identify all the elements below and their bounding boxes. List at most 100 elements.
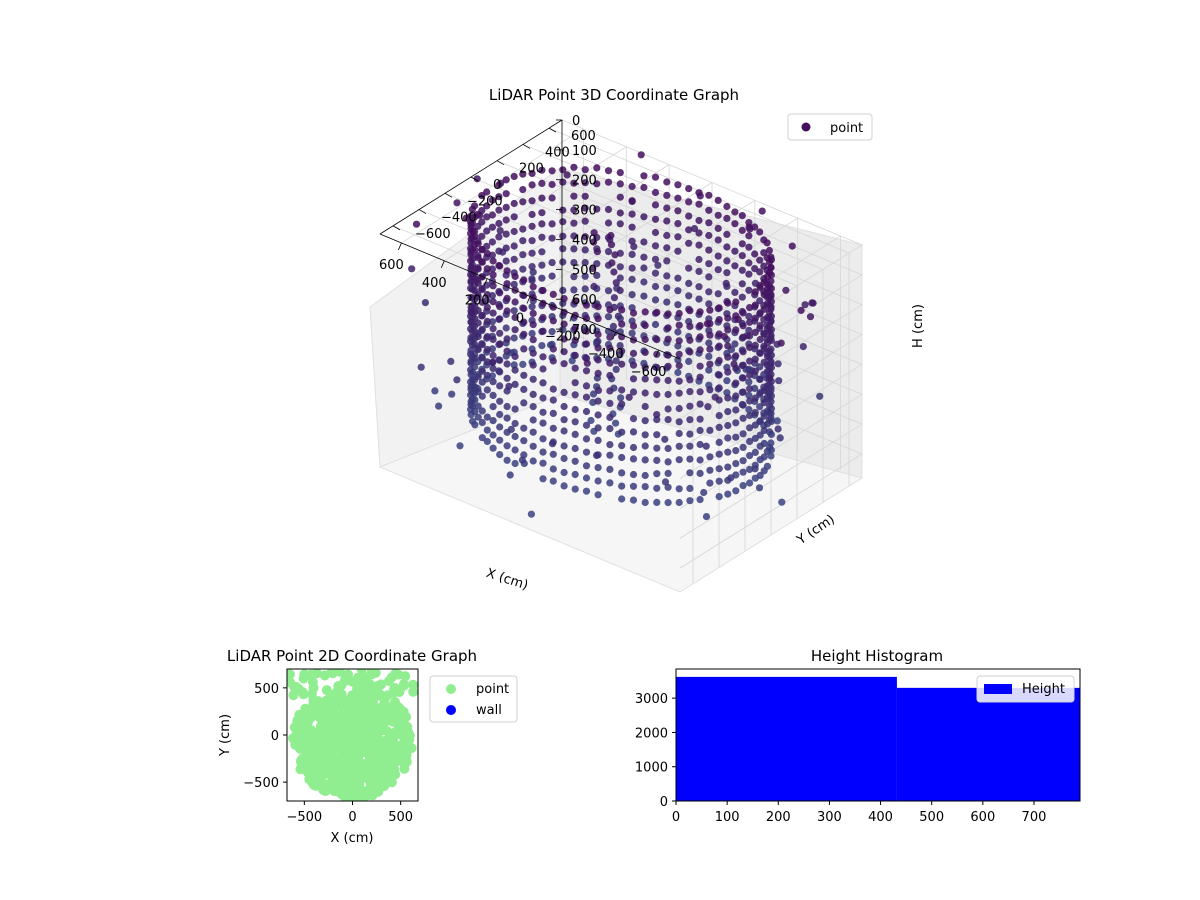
- point-3d: [503, 307, 511, 315]
- point-3d: [489, 282, 497, 290]
- point-3d: [539, 327, 547, 335]
- point-2d: [362, 704, 373, 715]
- point-3d: [663, 204, 671, 212]
- point-3d: [594, 386, 603, 394]
- point-3d: [583, 359, 591, 367]
- point-3d: [582, 421, 591, 429]
- point-3d: [478, 418, 486, 427]
- point-3d: [756, 375, 764, 383]
- y-tick-label-2d: 500: [254, 682, 279, 697]
- point-3d: [483, 249, 491, 258]
- point-3d: [806, 313, 815, 321]
- point-3d: [696, 322, 704, 330]
- point-3d: [570, 206, 578, 214]
- point-3d: [549, 450, 557, 458]
- point-3d: [686, 322, 694, 330]
- point-3d: [483, 291, 491, 299]
- point-3d: [746, 424, 754, 432]
- point-2d: [315, 752, 326, 763]
- legend-hist: Height: [976, 675, 1075, 703]
- y-tick-label-3d: 600: [571, 129, 596, 144]
- point-3d: [714, 252, 722, 260]
- point-3d: [756, 389, 764, 397]
- x-tick-3d: [483, 278, 488, 286]
- point-3d: [471, 287, 479, 295]
- point-3d: [606, 371, 614, 380]
- point-3d: [538, 233, 546, 241]
- point-3d: [745, 243, 753, 251]
- point-3d: [731, 208, 739, 216]
- point-2d: [287, 669, 295, 680]
- point-3d: [653, 411, 661, 419]
- point-3d: [760, 249, 768, 257]
- point-3d: [471, 354, 479, 362]
- point-3d: [511, 405, 519, 413]
- point-3d: [520, 399, 528, 407]
- point-3d: [695, 255, 703, 264]
- point-3d: [618, 320, 626, 328]
- point-3d: [767, 256, 776, 264]
- point-3d: [675, 498, 683, 507]
- point-3d: [570, 245, 578, 253]
- point-3d: [711, 393, 719, 401]
- point-3d: [763, 300, 772, 308]
- point-3d: [548, 440, 557, 448]
- point-3d: [629, 415, 638, 423]
- point-3d: [604, 248, 613, 256]
- point-3d: [745, 378, 753, 386]
- point-3d: [745, 219, 753, 227]
- x-tick-label-3d: 200: [465, 294, 490, 309]
- point-3d: [696, 373, 704, 381]
- point-3d: [539, 408, 547, 416]
- legend-2d-label-wall: wall: [476, 703, 502, 718]
- point-3d: [483, 371, 491, 379]
- x-tick-label-hist: 500: [919, 810, 944, 825]
- point-3d: [570, 163, 578, 171]
- point-3d: [539, 459, 547, 467]
- y-tick-3d: [444, 192, 453, 198]
- point-3d: [675, 485, 683, 493]
- point-3d: [469, 402, 477, 410]
- point-3d: [581, 285, 589, 293]
- legend-hist-box: [976, 675, 1075, 703]
- point-3d: [539, 475, 547, 483]
- point-3d: [483, 386, 491, 394]
- point-3d: [474, 254, 482, 262]
- point-3d: [471, 407, 479, 416]
- point-2d: [335, 669, 345, 677]
- point-3d: [724, 299, 732, 307]
- point-3d: [751, 409, 759, 417]
- point-3d: [751, 314, 759, 322]
- point-3d: [663, 178, 671, 186]
- grid-line-y-floor: [470, 176, 772, 303]
- point-3d: [549, 345, 557, 353]
- point-3d: [705, 231, 713, 240]
- point-3d: [705, 339, 713, 347]
- point-3d: [685, 185, 693, 193]
- point-2d: [356, 669, 367, 675]
- point-3d: [539, 419, 547, 427]
- point-3d: [483, 202, 491, 210]
- point-3d: [629, 388, 638, 396]
- point-3d: [548, 272, 556, 280]
- point-3d: [453, 199, 461, 207]
- legend-2d-label-point: point: [476, 682, 509, 697]
- point-3d: [714, 211, 722, 219]
- point-3d: [746, 357, 754, 365]
- point-3d: [529, 428, 537, 436]
- point-3d: [496, 423, 504, 431]
- point-3d: [581, 246, 589, 254]
- point-2d: [311, 707, 322, 718]
- point-3d: [616, 180, 624, 188]
- plot-2d: LiDAR Point 2D Coordinate Graph −500 0 500…: [218, 647, 518, 846]
- point-3d: [549, 290, 557, 298]
- point-3d: [606, 425, 614, 433]
- point-3d: [763, 339, 772, 347]
- point-3d: [593, 205, 601, 213]
- point-3d: [478, 354, 486, 362]
- point-3d: [618, 442, 626, 450]
- point-3d: [756, 256, 764, 264]
- point-3d: [739, 388, 747, 396]
- point-3d: [549, 317, 557, 325]
- point-3d: [421, 299, 429, 307]
